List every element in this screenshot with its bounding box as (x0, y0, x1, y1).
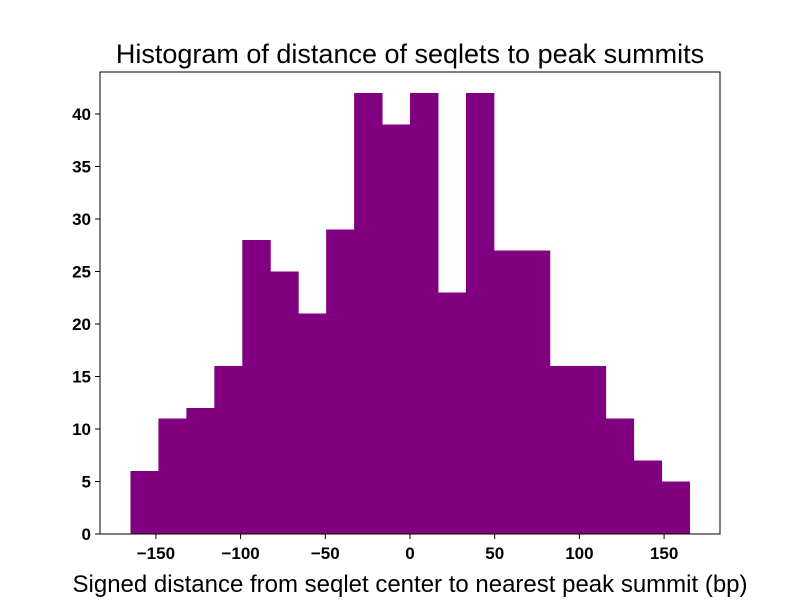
x-tick-label: 150 (650, 544, 678, 563)
histogram-bar (270, 271, 299, 534)
histogram-bar (354, 93, 383, 534)
x-tick-label: −150 (137, 544, 175, 563)
histogram-bar (158, 418, 187, 534)
x-tick-label: −50 (311, 544, 340, 563)
histogram-bar (605, 418, 635, 534)
y-tick-label: 5 (82, 473, 91, 492)
histogram-bar (465, 93, 495, 534)
histogram-bar (410, 93, 439, 534)
histogram-bars (130, 93, 691, 534)
y-tick-label: 40 (72, 105, 91, 124)
y-tick-label: 25 (72, 263, 91, 282)
histogram-bar (577, 366, 607, 534)
histogram-bar (130, 471, 159, 534)
y-tick-label: 10 (72, 420, 91, 439)
histogram-bar (382, 124, 411, 534)
y-tick-label: 30 (72, 210, 91, 229)
x-tick-label: 50 (485, 544, 504, 563)
histogram-bar (437, 292, 467, 534)
histogram-bar (186, 408, 215, 534)
y-tick-label: 20 (72, 315, 91, 334)
y-tick-label: 35 (72, 158, 91, 177)
histogram-bar (493, 250, 523, 534)
histogram-bar (521, 250, 551, 534)
y-axis-ticks: 0 5 10 15 20 25 30 35 40 (72, 105, 100, 544)
x-tick-label: 100 (565, 544, 593, 563)
chart-title: Histogram of distance of seqlets to peak… (116, 39, 704, 69)
y-tick-label: 0 (82, 525, 91, 544)
x-tick-label: −100 (221, 544, 259, 563)
x-axis-label: Signed distance from seqlet center to ne… (73, 571, 748, 598)
histogram-bar (298, 313, 327, 534)
histogram-bar (661, 481, 691, 534)
histogram-bar (326, 229, 355, 534)
histogram-bar (549, 366, 579, 534)
x-axis-ticks: −150 −100 −50 0 50 100 150 (137, 534, 678, 563)
x-tick-label: 0 (405, 544, 414, 563)
y-tick-label: 15 (72, 368, 91, 387)
histogram-bar (214, 366, 243, 534)
histogram-bar (242, 240, 271, 534)
histogram-bar (633, 460, 663, 534)
